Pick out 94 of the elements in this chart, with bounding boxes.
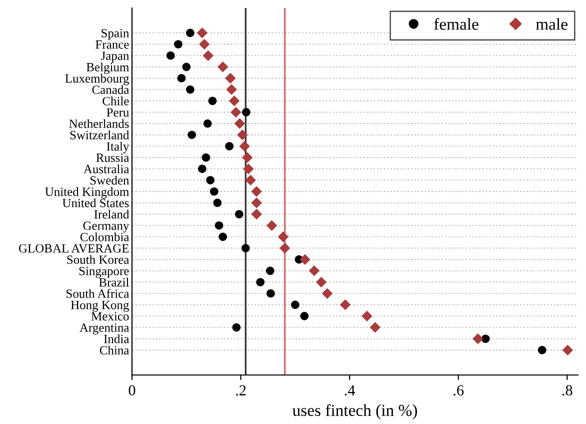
point (237, 129, 248, 140)
point (198, 38, 210, 50)
point (213, 198, 222, 207)
y-tick-label: Japan (101, 52, 130, 63)
y-tick-label: Italy (106, 142, 130, 154)
y-tick-label: United Kingdom (45, 187, 130, 199)
point (291, 300, 300, 309)
y-tick-label: Brazil (99, 278, 129, 287)
point (218, 232, 227, 241)
point (251, 208, 262, 220)
point (308, 265, 320, 276)
point (177, 74, 186, 82)
point (186, 28, 194, 38)
point (214, 221, 224, 230)
point (266, 289, 275, 298)
legend-label: female (434, 18, 478, 30)
point (245, 174, 256, 186)
y-tick-label: Argentina (80, 323, 130, 334)
point (202, 50, 214, 61)
point (208, 96, 217, 106)
y-tick-label: Colombia (80, 232, 130, 242)
point (217, 62, 228, 72)
point (196, 28, 208, 38)
point (228, 96, 240, 106)
point (279, 242, 290, 254)
y-tick-label: Mexico (91, 312, 129, 321)
y-tick-label: Spain (102, 28, 130, 40)
point (362, 310, 372, 322)
point (316, 276, 327, 288)
x-axis-title: uses fintech (in %) (292, 404, 417, 420)
point (266, 220, 278, 231)
point (300, 254, 310, 265)
point (481, 334, 490, 343)
point (225, 142, 234, 150)
y-tick-label: Switzerland (70, 130, 130, 140)
point (174, 40, 182, 48)
point (538, 346, 546, 354)
point (232, 323, 241, 332)
y-tick-label: Ireland (94, 210, 130, 219)
point (166, 51, 175, 60)
point (202, 153, 210, 162)
point (562, 344, 574, 356)
point (234, 118, 246, 129)
point (203, 119, 212, 128)
y-tick-label: Hong Kong (70, 300, 129, 312)
point (256, 278, 265, 286)
point (472, 333, 484, 344)
y-tick-label: Chile (102, 96, 129, 106)
y-tick-label: Germany (83, 222, 130, 232)
point (242, 152, 253, 163)
x-tick-label: 0 (128, 385, 136, 396)
y-tick-label: United States (62, 198, 129, 208)
y-tick-label: GLOBAL AVERAGE (18, 244, 129, 253)
point (198, 164, 206, 174)
point (266, 266, 274, 275)
y-tick-label: Singapore (79, 266, 129, 278)
y-tick-label: France (96, 40, 129, 49)
point (186, 85, 194, 94)
point (322, 288, 333, 299)
point (230, 106, 242, 118)
point (242, 244, 250, 252)
legend-label: male (536, 18, 568, 30)
point (370, 322, 381, 333)
x-tick-label: .8 (562, 385, 572, 396)
y-tick-label: South Korea (67, 255, 130, 264)
point (239, 140, 250, 152)
point (300, 312, 309, 320)
point (251, 186, 262, 197)
y-tick-label: South Africa (66, 288, 130, 298)
y-tick-label: Belgium (86, 62, 130, 74)
x-tick-label: .4 (344, 385, 356, 396)
point (210, 187, 218, 196)
y-tick-label: Netherlands (69, 119, 129, 128)
point (225, 72, 236, 84)
x-tick-label: .2 (236, 385, 246, 396)
point (206, 176, 214, 184)
y-tick-label: China (100, 346, 130, 355)
point (182, 62, 191, 72)
x-tick-label: .6 (454, 385, 464, 396)
point (243, 163, 254, 174)
point (234, 210, 244, 218)
y-tick-label: Australia (84, 164, 130, 174)
point (226, 84, 237, 95)
y-tick-label: India (104, 334, 130, 344)
point (278, 231, 289, 242)
y-tick-label: Luxembourg (65, 74, 129, 86)
y-tick-label: Canada (92, 85, 130, 94)
point (188, 130, 196, 140)
y-tick-label: Sweden (90, 176, 130, 185)
y-tick-label: Russia (96, 154, 130, 162)
point (251, 197, 262, 208)
point (242, 108, 250, 116)
y-tick-label: Peru (106, 108, 130, 117)
point (340, 299, 351, 310)
